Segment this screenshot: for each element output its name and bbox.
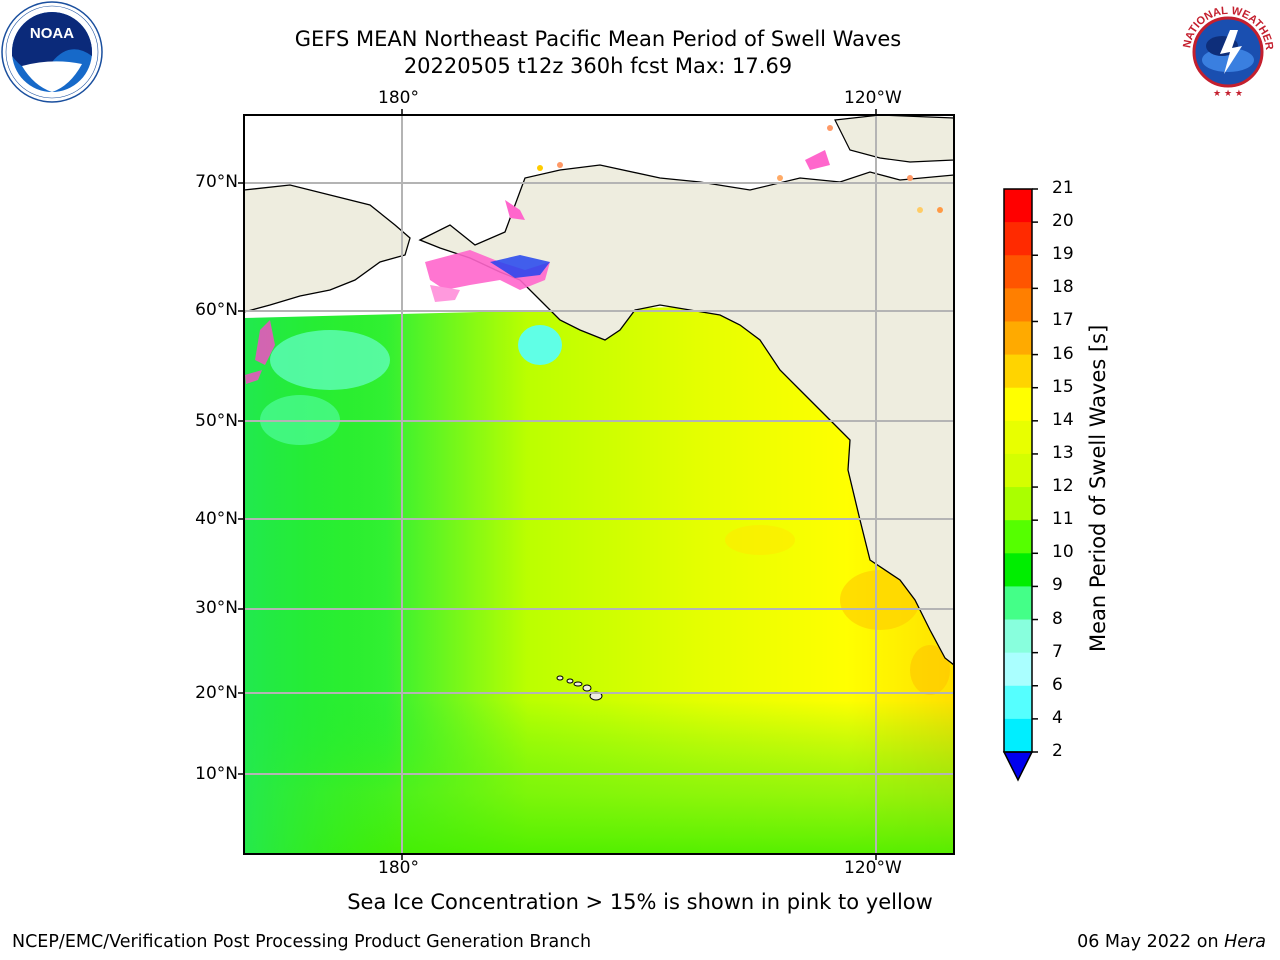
warm-patch xyxy=(910,645,950,695)
colorbar-segment xyxy=(1004,387,1032,422)
colorbar-segment xyxy=(1004,255,1032,289)
map-gridlines xyxy=(244,115,954,854)
colorbar-segment xyxy=(1004,553,1032,587)
warm-patch xyxy=(725,525,795,555)
nws-logo: NATIONAL WEATHER SERVICE ★ ★ ★ xyxy=(1176,0,1278,102)
chart-subtitle: 20220505 t12z 360h fcst Max: 17.69 xyxy=(403,54,793,78)
colorbar-segment xyxy=(1004,288,1032,322)
colorbar-frame xyxy=(1003,188,1033,753)
land-siberia xyxy=(244,184,411,313)
lat-label-30n: 30°N xyxy=(195,598,238,618)
colorbar-tick-label: 11 xyxy=(1052,509,1074,530)
colorbar-segment xyxy=(1004,652,1032,687)
footer-host: Hera xyxy=(1224,932,1266,952)
colorbar-segment xyxy=(1004,685,1032,720)
sea-ice-region xyxy=(245,125,943,384)
lon-label-bottom-120w: 120°W xyxy=(844,858,902,878)
colorbar-segment xyxy=(1004,520,1032,554)
lat-label-60n: 60°N xyxy=(195,300,238,320)
colorbar-segment xyxy=(1004,487,1032,521)
svg-text:★ ★ ★: ★ ★ ★ xyxy=(1213,89,1243,99)
colorbar-segment xyxy=(1004,453,1032,488)
lat-label-20n: 20°N xyxy=(195,683,238,703)
map-frame xyxy=(243,114,955,855)
colorbar-tick-label: 14 xyxy=(1052,409,1074,430)
colorbar-extend-arrow xyxy=(1002,751,1034,782)
lon-label-top-180: 180° xyxy=(378,88,419,108)
colorbar-title: Mean Period of Swell Waves [s] xyxy=(1086,324,1110,652)
warm-patch xyxy=(840,570,920,630)
sea-ice-note: Sea Ice Concentration > 15% is shown in … xyxy=(347,890,933,914)
lon-label-top-120w: 120°W xyxy=(844,88,902,108)
footer-date: 06 May 2022 on xyxy=(1077,932,1219,952)
colorbar-tick-label: 15 xyxy=(1052,376,1074,397)
cool-patch xyxy=(518,325,562,365)
colorbar-tick-label: 8 xyxy=(1052,608,1063,629)
colorbar-segment xyxy=(1004,420,1032,455)
colorbar-tick-label: 16 xyxy=(1052,343,1074,364)
noaa-logo: NOAA xyxy=(1,1,103,103)
colorbar-tick-label: 4 xyxy=(1052,707,1063,728)
colorbar-segment xyxy=(1004,619,1032,654)
lat-label-70n: 70°N xyxy=(195,172,238,192)
footer-right: 06 May 2022 on Hera xyxy=(1077,932,1266,952)
lat-label-10n: 10°N xyxy=(195,764,238,784)
colorbar-tick-label: 10 xyxy=(1052,542,1074,563)
colorbar-segment xyxy=(1004,321,1032,356)
cool-patch xyxy=(270,330,390,390)
colorbar-tick-label: 7 xyxy=(1052,641,1063,662)
map-ticks xyxy=(238,109,877,860)
colorbar-tick-label: 17 xyxy=(1052,310,1074,331)
colorbar-segment xyxy=(1004,718,1032,753)
colorbar xyxy=(1002,188,1038,782)
colorbar-tick-label: 2 xyxy=(1052,741,1063,761)
map-area xyxy=(244,115,954,854)
colorbar-tick-label: 21 xyxy=(1052,178,1074,198)
colorbar-segment xyxy=(1004,189,1032,223)
colorbar-tick-label: 18 xyxy=(1052,277,1074,298)
colorbar-segment xyxy=(1004,222,1032,256)
lat-label-50n: 50°N xyxy=(195,411,238,431)
noaa-logo-text: NOAA xyxy=(30,25,74,42)
colorbar-tick-label: 9 xyxy=(1052,575,1063,596)
ocean-field-left xyxy=(244,300,404,854)
colorbar-segment xyxy=(1004,354,1032,389)
colorbar-segment xyxy=(1004,586,1032,621)
colorbar-tick-label: 6 xyxy=(1052,674,1063,695)
chart-title: GEFS MEAN Northeast Pacific Mean Period … xyxy=(294,27,902,51)
colorbar-tick-label: 19 xyxy=(1052,244,1074,265)
lat-label-40n: 40°N xyxy=(195,509,238,529)
footer-left: NCEP/EMC/Verification Post Processing Pr… xyxy=(12,932,592,952)
colorbar-tick-label: 20 xyxy=(1052,211,1074,232)
colorbar-tick-label: 12 xyxy=(1052,476,1074,497)
colorbar-tick-label: 13 xyxy=(1052,442,1074,463)
lon-label-bottom-180: 180° xyxy=(378,858,419,878)
